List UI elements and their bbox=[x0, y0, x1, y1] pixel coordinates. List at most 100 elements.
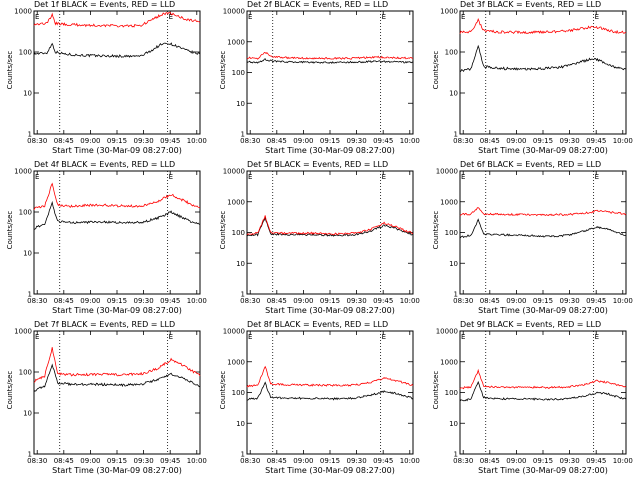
interval-marker-label: E bbox=[461, 13, 465, 21]
x-tick-label: 09:45 bbox=[586, 297, 606, 305]
panel-plot: 08:30 08:45 09:00 09:15 09:30 09:45 10:00 1 10 10… bbox=[436, 328, 633, 466]
y-tick-label: 100 bbox=[232, 229, 245, 237]
x-tick-label: 08:30 bbox=[240, 297, 260, 305]
detector-panel-4: Det 4f BLACK = Events, RED = LLD Start Ti… bbox=[0, 160, 213, 320]
interval-marker-label: E bbox=[35, 173, 39, 181]
y-tick-label: 10000 bbox=[223, 168, 245, 176]
detector-panel-3: Det 3f BLACK = Events, RED = LLD Start Ti… bbox=[426, 0, 639, 160]
events-series-line bbox=[246, 216, 414, 237]
y-tick-label: 10 bbox=[236, 260, 245, 268]
x-tick-label: 10:00 bbox=[613, 297, 633, 305]
x-tick-label: 09:15 bbox=[107, 297, 127, 305]
panel-title: Det 4f BLACK = Events, RED = LLD bbox=[34, 160, 176, 169]
y-tick-label: 100 bbox=[19, 369, 32, 377]
x-tick-label: 09:15 bbox=[320, 137, 340, 145]
x-axis-label: Start Time (30-Mar-09 08:27:00) bbox=[265, 306, 395, 315]
x-tick-label: 09:45 bbox=[373, 137, 393, 145]
events-series-line bbox=[459, 218, 627, 239]
panel-title: Det 1f BLACK = Events, RED = LLD bbox=[34, 0, 176, 9]
x-tick-label: 09:30 bbox=[347, 137, 367, 145]
x-tick-label: 09:30 bbox=[347, 297, 367, 305]
x-tick-label: 09:30 bbox=[560, 297, 580, 305]
y-tick-label: 10000 bbox=[436, 328, 458, 336]
panel-title: Det 3f BLACK = Events, RED = LLD bbox=[460, 0, 602, 9]
x-tick-label: 09:00 bbox=[80, 297, 100, 305]
x-tick-label: 09:30 bbox=[560, 137, 580, 145]
detector-panel-5: Det 5f BLACK = Events, RED = LLD Start Ti… bbox=[213, 160, 426, 320]
y-tick-label: 10 bbox=[449, 420, 458, 428]
x-tick-label: 08:45 bbox=[267, 137, 287, 145]
events-series-line bbox=[459, 44, 627, 73]
interval-marker-label: E bbox=[382, 13, 386, 21]
interval-marker-label: E bbox=[248, 173, 252, 181]
lld-series-line bbox=[33, 12, 201, 28]
y-tick-label: 10 bbox=[23, 90, 32, 98]
lld-series-line bbox=[33, 182, 201, 211]
x-tick-label: 08:45 bbox=[480, 297, 500, 305]
events-series-line bbox=[33, 363, 201, 393]
panel-title: Det 6f BLACK = Events, RED = LLD bbox=[460, 160, 602, 169]
interval-marker-label: E bbox=[248, 13, 252, 21]
panel-title: Det 8f BLACK = Events, RED = LLD bbox=[247, 320, 389, 329]
y-tick-label: 1000 bbox=[14, 168, 32, 176]
y-tick-label: 10 bbox=[449, 260, 458, 268]
x-tick-label: 09:15 bbox=[320, 297, 340, 305]
x-tick-label: 09:30 bbox=[347, 457, 367, 465]
y-tick-label: 100 bbox=[232, 69, 245, 77]
events-series-line bbox=[246, 58, 414, 64]
panel-plot: 08:30 08:45 09:00 09:15 09:30 09:45 10:00 1 10 10… bbox=[223, 8, 420, 146]
x-tick-label: 08:30 bbox=[453, 457, 473, 465]
y-tick-label: 10000 bbox=[223, 328, 245, 336]
panel-plot: 08:30 08:45 09:00 09:15 09:30 09:45 10:00 1 10 10… bbox=[223, 328, 420, 466]
lld-series-line bbox=[246, 215, 414, 236]
y-tick-label: 10000 bbox=[436, 168, 458, 176]
y-tick-label: 1 bbox=[454, 131, 458, 139]
x-tick-label: 09:45 bbox=[373, 297, 393, 305]
y-tick-label: 1000 bbox=[440, 198, 458, 206]
x-tick-label: 09:15 bbox=[320, 457, 340, 465]
y-tick-label: 1000 bbox=[227, 38, 245, 46]
y-tick-label: 1000 bbox=[227, 358, 245, 366]
panel-plot: 08:30 08:45 09:00 09:15 09:30 09:45 10:00 1 10 10… bbox=[14, 168, 207, 306]
plot-frame bbox=[459, 170, 627, 295]
x-tick-label: 09:45 bbox=[160, 457, 180, 465]
y-tick-label: 1000 bbox=[440, 8, 458, 16]
panel-plot: 08:30 08:45 09:00 09:15 09:30 09:45 10:00 1 10 10… bbox=[14, 8, 207, 146]
interval-marker-label: E bbox=[35, 333, 39, 341]
y-tick-label: 10000 bbox=[223, 8, 245, 16]
interval-marker-label: E bbox=[595, 13, 599, 21]
x-tick-label: 10:00 bbox=[400, 137, 420, 145]
x-tick-label: 10:00 bbox=[400, 297, 420, 305]
events-series-line bbox=[33, 200, 201, 230]
y-tick-label: 1000 bbox=[440, 358, 458, 366]
x-tick-label: 09:00 bbox=[506, 137, 526, 145]
x-axis-label: Start Time (30-Mar-09 08:27:00) bbox=[52, 146, 182, 155]
y-tick-label: 10 bbox=[236, 100, 245, 108]
y-tick-label: 10 bbox=[449, 90, 458, 98]
x-tick-label: 09:45 bbox=[160, 297, 180, 305]
y-tick-label: 1000 bbox=[14, 328, 32, 336]
x-tick-label: 09:15 bbox=[533, 137, 553, 145]
y-tick-label: 1000 bbox=[14, 8, 32, 16]
interval-marker-label: E bbox=[169, 173, 173, 181]
x-tick-label: 08:30 bbox=[27, 457, 47, 465]
x-axis-label: Start Time (30-Mar-09 08:27:00) bbox=[265, 466, 395, 475]
y-tick-label: 1 bbox=[28, 451, 32, 459]
panel-title: Det 5f BLACK = Events, RED = LLD bbox=[247, 160, 389, 169]
panel-title: Det 2f BLACK = Events, RED = LLD bbox=[247, 0, 389, 9]
lld-series-line bbox=[459, 368, 627, 390]
lld-series-line bbox=[459, 207, 627, 217]
x-tick-label: 08:45 bbox=[267, 457, 287, 465]
x-tick-label: 09:30 bbox=[560, 457, 580, 465]
events-series-line bbox=[459, 380, 627, 402]
x-tick-label: 09:15 bbox=[107, 137, 127, 145]
x-axis-label: Start Time (30-Mar-09 08:27:00) bbox=[478, 146, 608, 155]
events-series-line bbox=[246, 381, 414, 401]
interval-marker-label: E bbox=[595, 173, 599, 181]
y-tick-label: 1 bbox=[241, 131, 245, 139]
x-tick-label: 09:45 bbox=[586, 137, 606, 145]
x-tick-label: 09:30 bbox=[134, 137, 154, 145]
panel-plot: 08:30 08:45 09:00 09:15 09:30 09:45 10:00 1 10 10… bbox=[440, 8, 633, 146]
y-tick-label: 100 bbox=[445, 49, 458, 57]
panel-plot: 08:30 08:45 09:00 09:15 09:30 09:45 10:00 1 10 10… bbox=[223, 168, 420, 306]
